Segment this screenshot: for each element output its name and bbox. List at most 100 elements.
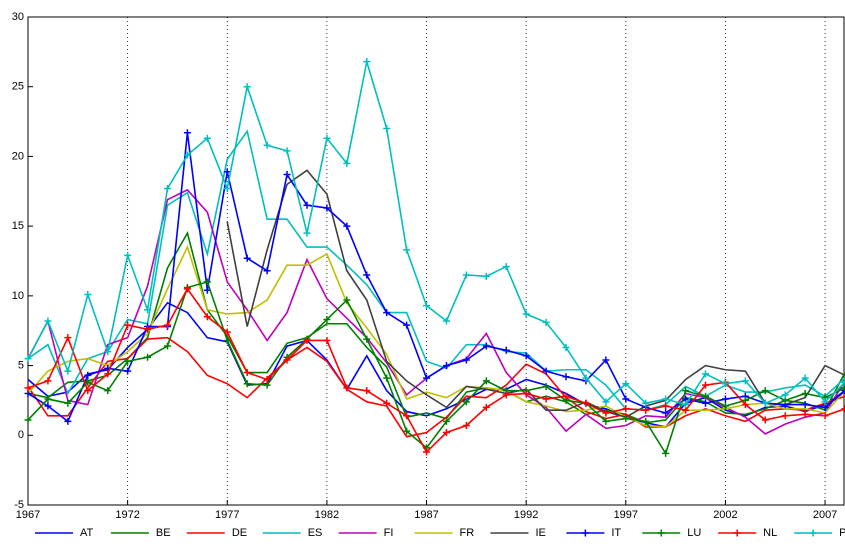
marker xyxy=(24,416,32,424)
y-tick-label: -5 xyxy=(14,499,24,511)
marker xyxy=(363,335,371,343)
marker xyxy=(801,401,809,409)
marker xyxy=(482,272,490,280)
marker xyxy=(84,387,92,395)
marker xyxy=(442,317,450,325)
marker xyxy=(243,369,251,377)
y-tick-label: 15 xyxy=(12,220,24,232)
marker xyxy=(741,401,749,409)
marker xyxy=(741,377,749,385)
marker xyxy=(801,389,809,397)
marker xyxy=(183,285,191,293)
marker xyxy=(662,409,670,417)
marker xyxy=(363,387,371,395)
series-line xyxy=(27,61,845,406)
marker xyxy=(642,399,650,407)
marker xyxy=(702,392,710,400)
marker xyxy=(263,376,271,384)
y-tick-label: 0 xyxy=(18,429,24,441)
marker xyxy=(442,417,450,425)
marker xyxy=(343,384,351,392)
marker xyxy=(662,402,670,410)
marker xyxy=(542,382,550,390)
marker xyxy=(702,370,710,378)
marker xyxy=(622,415,630,423)
legend-label: IT xyxy=(611,527,621,539)
marker xyxy=(323,134,331,142)
legend-marker xyxy=(733,529,741,537)
marker xyxy=(682,401,690,409)
marker xyxy=(502,263,510,271)
marker xyxy=(622,380,630,388)
marker xyxy=(383,399,391,407)
marker xyxy=(482,342,490,350)
marker xyxy=(124,357,132,365)
marker xyxy=(602,398,610,406)
marker xyxy=(462,271,470,279)
marker xyxy=(64,334,72,342)
marker xyxy=(303,201,311,209)
marker xyxy=(124,321,132,329)
marker xyxy=(343,296,351,304)
x-tick-label: 1967 xyxy=(16,509,40,521)
marker xyxy=(124,367,132,375)
marker xyxy=(841,405,845,413)
marker xyxy=(44,395,52,403)
marker xyxy=(383,125,391,133)
marker xyxy=(44,377,52,385)
marker xyxy=(801,374,809,382)
marker xyxy=(841,384,845,392)
marker xyxy=(243,380,251,388)
marker xyxy=(622,395,630,403)
marker xyxy=(781,412,789,420)
marker xyxy=(183,129,191,137)
legend-label: BE xyxy=(156,527,171,539)
marker xyxy=(363,58,371,66)
marker xyxy=(821,412,829,420)
marker xyxy=(283,147,291,155)
marker xyxy=(682,387,690,395)
marker xyxy=(562,392,570,400)
marker xyxy=(104,387,112,395)
marker xyxy=(303,336,311,344)
series-line xyxy=(27,244,845,428)
marker xyxy=(303,229,311,237)
series-line xyxy=(27,129,845,411)
marker xyxy=(522,352,530,360)
marker xyxy=(642,417,650,425)
marker xyxy=(562,373,570,381)
marker xyxy=(662,449,670,457)
y-tick-label: 25 xyxy=(12,81,24,93)
legend-label: LU xyxy=(687,527,701,539)
marker xyxy=(343,222,351,230)
marker xyxy=(642,406,650,414)
legend-label: FR xyxy=(460,527,475,539)
marker xyxy=(522,310,530,318)
x-tick-label: 1997 xyxy=(614,509,638,521)
marker xyxy=(482,403,490,411)
marker xyxy=(403,412,411,420)
series-line xyxy=(27,132,845,423)
marker xyxy=(363,271,371,279)
marker xyxy=(423,448,431,456)
legend-label: PT xyxy=(839,527,845,539)
marker xyxy=(243,83,251,91)
marker xyxy=(64,399,72,407)
marker xyxy=(542,318,550,326)
marker xyxy=(263,267,271,275)
marker xyxy=(403,246,411,254)
marker xyxy=(163,321,171,329)
marker xyxy=(323,316,331,324)
marker xyxy=(761,387,769,395)
x-tick-label: 1972 xyxy=(115,509,139,521)
marker xyxy=(841,378,845,386)
marker xyxy=(841,387,845,395)
marker xyxy=(781,391,789,399)
marker xyxy=(702,381,710,389)
marker xyxy=(602,417,610,425)
marker xyxy=(64,417,72,425)
marker xyxy=(243,254,251,262)
legend-marker xyxy=(581,529,589,537)
marker xyxy=(84,290,92,298)
marker xyxy=(383,374,391,382)
